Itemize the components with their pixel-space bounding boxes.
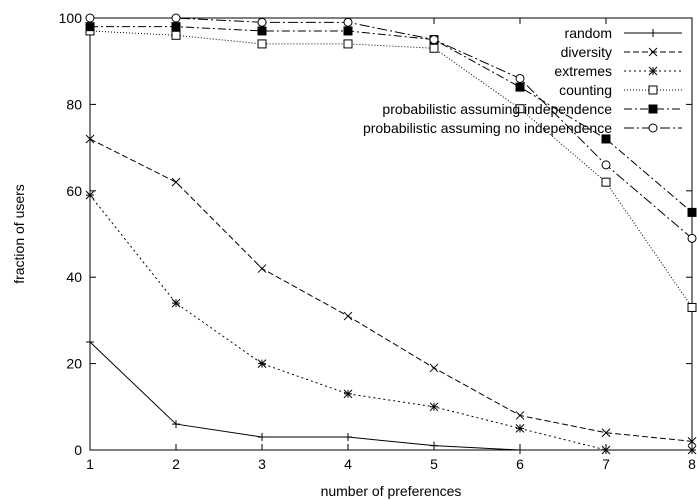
data-point-3: [171, 30, 181, 40]
data-point-1: [257, 264, 267, 273]
legend-label-0: random: [565, 25, 612, 41]
x-tick-label: 4: [344, 456, 352, 472]
data-point-5: [515, 73, 525, 83]
data-point-1: [429, 363, 439, 373]
x-tick-label: 7: [602, 456, 610, 472]
legend-label-4: probabilistic assuming independence: [382, 101, 612, 117]
data-point-5: [343, 17, 353, 27]
series-line-4: [90, 26, 693, 213]
data-point-4: [257, 26, 267, 36]
legend-marker-3: [648, 85, 658, 95]
legend: random diversity extremes counting probabili…: [363, 25, 682, 136]
series-line-1: [89, 138, 693, 442]
y-tick-label: 20: [66, 356, 82, 372]
data-point-4: [515, 82, 525, 92]
x-axis-label: number of preferences: [321, 483, 462, 499]
data-point-1: [343, 311, 353, 321]
y-tick-label: 0: [74, 442, 82, 458]
series-line-2: [89, 194, 692, 451]
data-point-5: [429, 35, 439, 45]
y-tick-label: 80: [66, 96, 82, 112]
data-point-2: [343, 389, 353, 399]
data-point-5: [687, 233, 697, 243]
legend-label-1: diversity: [561, 44, 612, 60]
data-point-3: [601, 177, 611, 187]
data-point-4: [601, 134, 611, 144]
x-tick-label: 5: [430, 456, 438, 472]
data-point-3: [515, 104, 525, 114]
series-line-5: [90, 17, 693, 239]
data-point-1: [601, 428, 611, 438]
x-tick-label: 3: [258, 456, 266, 472]
data-point-5: [601, 160, 611, 170]
data-point-1: [171, 177, 181, 187]
data-point-4: [343, 26, 353, 36]
data-point-0: [430, 441, 438, 450]
y-axis-label: fraction of users: [11, 184, 27, 284]
data-point-1: [85, 134, 95, 144]
x-tick-label: 8: [688, 456, 696, 472]
legend-marker-4: [648, 104, 658, 114]
legend-marker-2: [648, 66, 658, 76]
y-tick-label: 100: [59, 10, 83, 26]
data-point-4: [85, 22, 95, 32]
data-point-0: [516, 446, 524, 454]
data-point-2: [429, 402, 439, 412]
legend-label-5: probabilistic assuming no independence: [363, 120, 612, 136]
y-tick-label: 40: [66, 269, 82, 285]
data-point-5: [171, 13, 181, 23]
data-point-2: [171, 298, 181, 308]
data-point-2: [687, 445, 697, 455]
data-point-2: [257, 359, 267, 368]
data-point-5: [85, 13, 95, 23]
x-tick-label: 2: [172, 456, 180, 472]
series-lines: [89, 17, 693, 451]
data-point-2: [601, 445, 611, 455]
data-point-0: [258, 433, 266, 442]
data-point-2: [515, 424, 525, 433]
series-markers: [85, 13, 697, 455]
data-point-0: [172, 420, 180, 429]
data-point-3: [429, 43, 439, 53]
data-point-3: [343, 39, 353, 49]
data-point-2: [85, 190, 95, 200]
data-point-4: [171, 22, 181, 32]
data-point-1: [687, 437, 697, 446]
legend-label-3: counting: [559, 82, 612, 98]
x-tick-label: 1: [86, 456, 94, 472]
series-line-0: [89, 341, 692, 451]
x-tick-label: 6: [516, 456, 524, 472]
y-tick-label: 60: [66, 183, 82, 199]
data-point-0: [86, 338, 94, 346]
data-point-3: [687, 302, 697, 312]
y-axis-ticks: 0 20 40 60 80 100: [59, 10, 692, 458]
legend-marker-1: [648, 47, 658, 57]
data-point-3: [257, 39, 267, 49]
data-point-1: [515, 411, 525, 420]
data-point-0: [344, 433, 352, 442]
legend-marker-5: [648, 123, 658, 133]
data-point-4: [687, 207, 697, 217]
data-point-5: [257, 17, 267, 27]
legend-label-2: extremes: [554, 63, 612, 79]
legend-marker-0: [649, 29, 657, 37]
